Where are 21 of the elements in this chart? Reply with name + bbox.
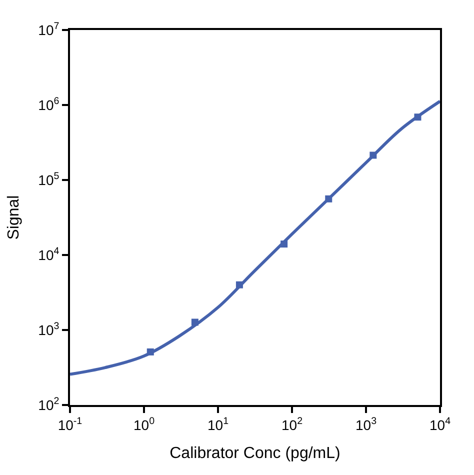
point: [370, 152, 377, 159]
y-tick-label: 10$^{4}$: [38, 246, 60, 263]
x-tick-label: 10$^{1}$: [207, 416, 229, 433]
point: [280, 240, 288, 248]
x-tick-label: 10$^{2}$: [281, 416, 303, 433]
y-tick-label: 10$^{7}$: [38, 21, 60, 38]
y-tick-label: 10$^{3}$: [38, 321, 60, 338]
x-tick-label: 10$^{-1}$: [58, 416, 82, 433]
y-tick-label: 10$^{6}$: [38, 96, 60, 113]
point: [325, 195, 332, 202]
y-tick-label: 10$^{5}$: [38, 171, 60, 188]
y-axis-title: Signal: [6, 195, 23, 240]
y-tick-label: 10$^{2}$: [38, 396, 60, 413]
point: [191, 318, 198, 326]
point: [146, 348, 154, 356]
point: [414, 114, 422, 121]
x-tick-label: 10$^{0}$: [133, 416, 156, 433]
point: [236, 281, 243, 288]
x-tick-label: 10$^{3}$: [355, 416, 378, 433]
x-axis-title: Calibrator Conc (pg/mL): [170, 445, 340, 462]
x-tick-label: 10$^{4}$: [429, 416, 452, 433]
